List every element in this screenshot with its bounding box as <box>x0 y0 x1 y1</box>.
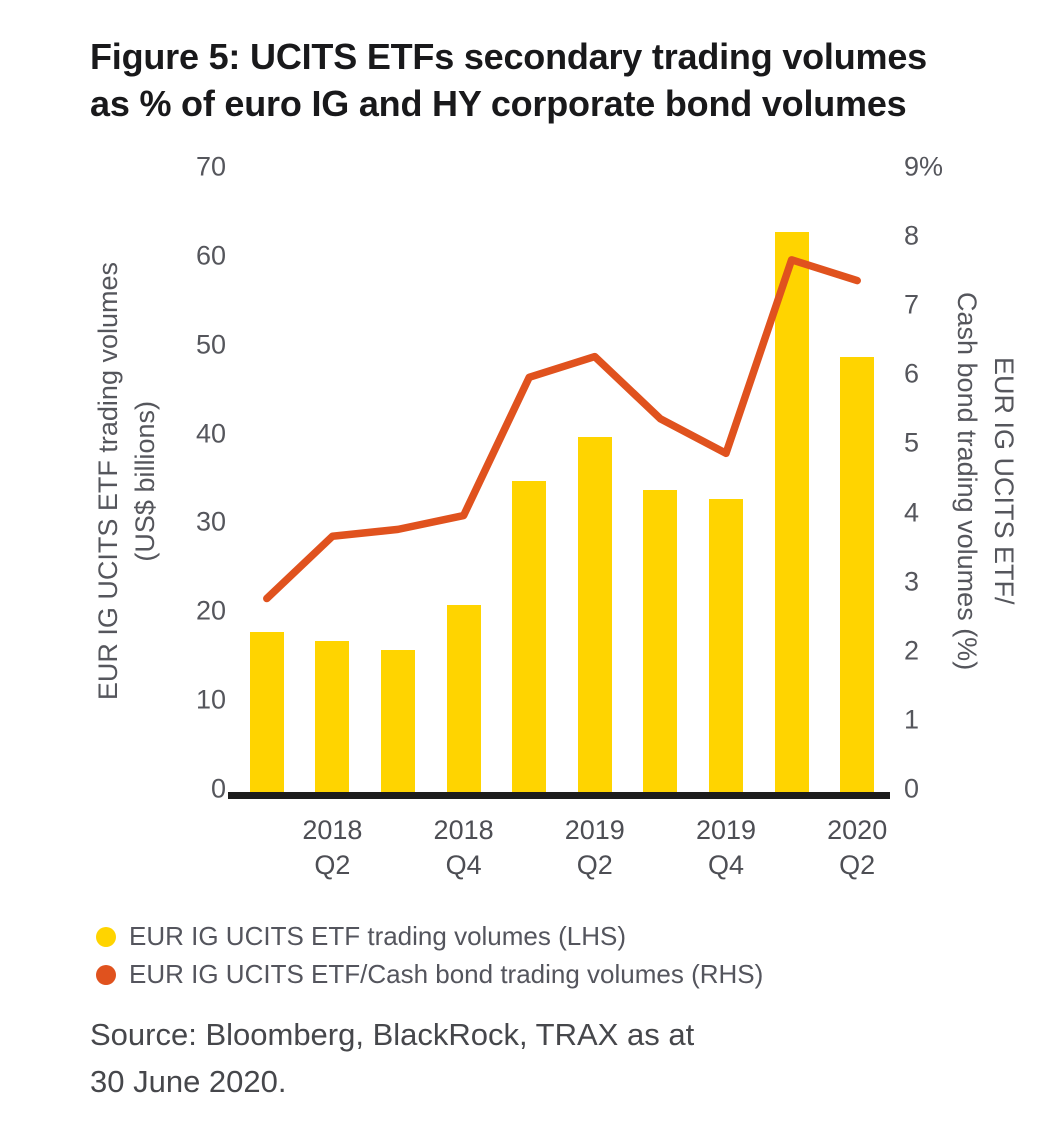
x-tick-label-line: 2018 <box>433 815 494 845</box>
x-tick-label: 2020 Q2 <box>827 813 887 883</box>
y-axis-tick-left: 50 <box>195 329 226 360</box>
y-axis-tick-right: 5 <box>904 427 920 458</box>
x-tick-label-line: Q4 <box>445 850 482 881</box>
legend-dot-orange-icon <box>96 964 116 985</box>
legend-item-bars: EUR IG UCITS ETF trading volumes (LHS) <box>96 921 763 952</box>
bar <box>315 640 350 792</box>
bar <box>840 356 875 792</box>
legend-label-bars: EUR IG UCITS ETF trading volumes (LHS) <box>129 921 626 951</box>
right-axis-title-line-2: Cash bond trading volumes (%) <box>952 291 982 671</box>
x-axis-line <box>228 792 890 799</box>
figure-title: Figure 5: UCITS ETFs secondary trading v… <box>90 34 1030 128</box>
x-tick-label-line: 2020 <box>827 815 888 845</box>
y-axis-tick-left: 40 <box>195 418 226 449</box>
bar <box>381 649 415 792</box>
x-tick-label-line: Q2 <box>314 850 351 881</box>
right-axis-title-line-1: EUR IG UCITS ETF/ <box>989 357 1019 605</box>
x-tick-label: 2018 Q4 <box>434 813 494 883</box>
y-axis-tick-right: 8 <box>904 220 920 251</box>
y-axis-tick-left: 0 <box>210 773 226 804</box>
bar <box>709 498 743 792</box>
x-tick-label: 2019 Q4 <box>696 813 756 883</box>
source-note: Source: Bloomberg, BlackRock, TRAX as at… <box>90 1012 810 1105</box>
y-axis-tick-left: 70 <box>195 151 226 182</box>
source-line-1: Source: Bloomberg, BlackRock, TRAX as at <box>90 1017 695 1052</box>
legend-item-line: EUR IG UCITS ETF/Cash bond trading volum… <box>96 959 763 990</box>
y-axis-tick-right: 9% <box>904 151 944 182</box>
y-axis-tick-right: 0 <box>904 773 920 804</box>
x-tick-label-line: 2019 <box>695 815 757 845</box>
legend-label-line: EUR IG UCITS ETF/Cash bond trading volum… <box>129 959 764 989</box>
y-axis-tick-right: 2 <box>904 635 920 666</box>
y-axis-tick-right: 1 <box>904 704 920 735</box>
combo-chart: EUR IG UCITS ETF trading volumes (US$ bi… <box>0 140 1040 915</box>
trend-line <box>263 256 861 603</box>
x-tick-label-line: Q2 <box>839 850 876 881</box>
y-axis-tick-left: 20 <box>195 595 226 626</box>
legend: EUR IG UCITS ETF trading volumes (LHS) E… <box>96 921 763 997</box>
x-tick-label: 2019 Q2 <box>565 813 625 883</box>
y-axis-tick-left: 10 <box>195 684 226 715</box>
figure-title-line-2: as % of euro IG and HY corporate bond vo… <box>90 82 907 124</box>
bar <box>577 436 612 792</box>
bar <box>643 489 678 792</box>
bar <box>446 605 481 792</box>
x-tick-label-line: 2018 <box>302 815 363 845</box>
bar <box>512 481 547 792</box>
bar <box>774 232 809 792</box>
x-tick-label: 2018 Q2 <box>302 813 362 883</box>
source-line-2: 30 June 2020. <box>90 1063 287 1099</box>
x-tick-label-line: 2019 <box>564 815 625 845</box>
y-axis-tick-right: 6 <box>904 358 920 389</box>
figure-title-line-1: Figure 5: UCITS ETFs secondary trading v… <box>90 36 927 77</box>
y-axis-tick-right: 3 <box>904 566 920 597</box>
x-tick-label-line: Q2 <box>576 850 613 881</box>
y-axis-tick-left: 60 <box>195 240 226 271</box>
bar <box>249 632 284 792</box>
left-axis-title-line-1: EUR IG UCITS ETF trading volumes <box>93 261 123 701</box>
y-axis-tick-right: 7 <box>904 289 920 320</box>
x-tick-label-line: Q4 <box>707 850 745 881</box>
y-axis-tick-left: 30 <box>195 506 226 537</box>
right-axis-title: EUR IG UCITS ETF/ Cash bond trading volu… <box>942 170 1028 792</box>
legend-dot-yellow-icon <box>96 926 116 947</box>
y-axis-tick-right: 4 <box>904 497 920 528</box>
